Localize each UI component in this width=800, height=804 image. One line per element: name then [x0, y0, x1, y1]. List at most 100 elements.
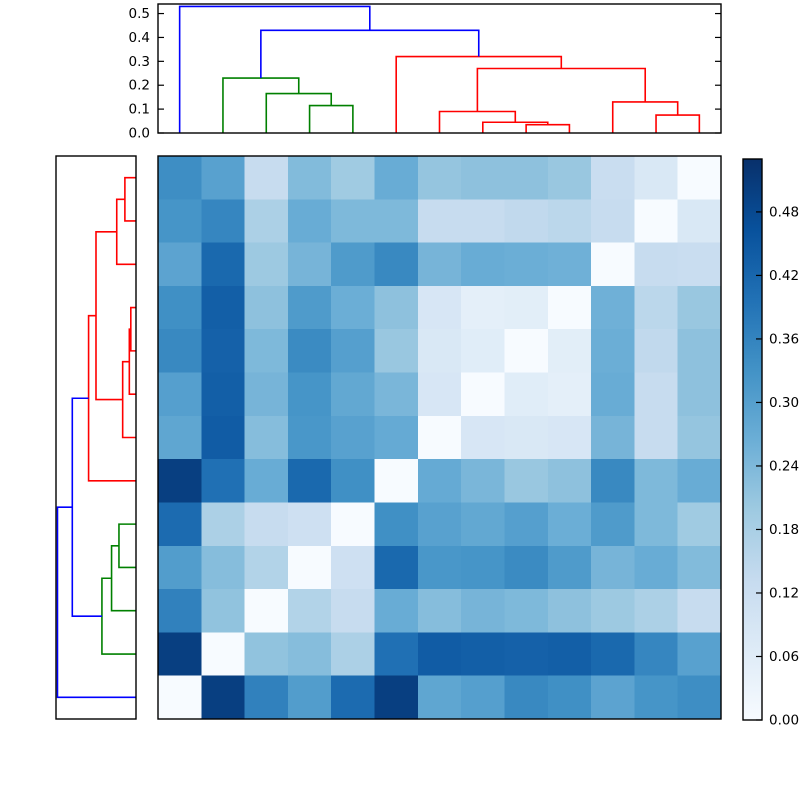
heatmap-cell	[158, 675, 202, 720]
dendrogram-link-red	[124, 176, 136, 222]
heatmap-cell	[244, 632, 289, 677]
heatmap-cell	[201, 415, 246, 460]
heatmap-cell	[201, 242, 246, 287]
heatmap-cell	[504, 156, 549, 200]
top-dendrogram-panel: 0.0 0.1 0.2 0.3 0.4 0.5	[129, 3, 722, 142]
heatmap-cell	[461, 675, 505, 720]
heatmap-cell	[244, 199, 289, 244]
heatmap-cell	[244, 459, 289, 503]
heatmap-cell	[331, 372, 375, 417]
heatmap-cell	[677, 329, 722, 373]
heatmap-cell	[331, 156, 375, 200]
heatmap-cell	[158, 199, 202, 244]
heatmap-cell	[244, 589, 289, 633]
heatmap-cell	[677, 285, 722, 330]
heatmap-cell	[417, 502, 462, 547]
heatmap-cell	[591, 329, 635, 373]
heatmap-cell	[287, 329, 332, 373]
heatmap-cell	[591, 545, 635, 590]
heatmap-cell	[331, 632, 375, 677]
heatmap-cell	[417, 415, 462, 460]
colorbar-tick-label: 0.06	[769, 649, 799, 665]
heatmap-cell	[677, 415, 722, 460]
heatmap-cell	[201, 502, 246, 547]
dendrogram-link-green	[222, 77, 300, 133]
colorbar-tick-label: 0.00	[769, 713, 799, 729]
heatmap-cell	[374, 242, 419, 287]
colorbar-tick-label: 0.42	[769, 268, 799, 284]
heatmap-cell	[331, 459, 375, 503]
heatmap-cell	[504, 199, 549, 244]
heatmap-cell	[504, 372, 549, 417]
heatmap-cell	[374, 675, 419, 720]
dendrogram-link-green	[308, 104, 354, 133]
heatmap-cell	[201, 459, 246, 503]
heatmap-cell	[591, 199, 635, 244]
heatmap-cell	[417, 329, 462, 373]
heatmap-cell	[461, 459, 505, 503]
heatmap-cell	[591, 632, 635, 677]
heatmap-cell	[158, 502, 202, 547]
heatmap-cell	[591, 502, 635, 547]
heatmap-cell	[244, 675, 289, 720]
colorbar-tick-label: 0.24	[769, 458, 799, 474]
heatmap-cell	[417, 156, 462, 200]
heatmap-cell	[417, 372, 462, 417]
heatmap-cell	[158, 545, 202, 590]
heatmap-cell	[677, 632, 722, 677]
heatmap-cell	[287, 372, 332, 417]
heatmap-cell	[287, 545, 332, 590]
heatmap-cell	[287, 156, 332, 200]
heatmap-cell	[504, 329, 549, 373]
heatmap-cell	[634, 415, 679, 460]
heatmap-cell	[504, 415, 549, 460]
heatmap-cell	[547, 242, 592, 287]
heatmap-cell	[244, 156, 289, 200]
heatmap-cell	[287, 502, 332, 547]
heatmap-cell	[634, 285, 679, 330]
heatmap-panel	[157, 155, 722, 720]
heatmap-cell	[547, 545, 592, 590]
heatmap-cell	[201, 329, 246, 373]
dendrogram-link-red	[476, 67, 647, 112]
heatmap-cell	[677, 589, 722, 633]
heatmap-cell	[547, 199, 592, 244]
colorbar-border	[742, 158, 763, 721]
y-axis-tick-label: 0.3	[129, 54, 150, 70]
heatmap-cell	[677, 502, 722, 547]
heatmap-cell	[547, 415, 592, 460]
dendrogram-link-blue	[260, 29, 480, 79]
left-dendrogram-border	[55, 155, 137, 720]
heatmap-cell	[591, 156, 635, 200]
heatmap-cell	[677, 545, 722, 590]
heatmap-cell	[374, 502, 419, 547]
heatmap-cell	[374, 632, 419, 677]
heatmap-cell	[374, 329, 419, 373]
heatmap-cell	[547, 589, 592, 633]
heatmap-cell	[201, 632, 246, 677]
heatmap-cell	[331, 589, 375, 633]
heatmap-cell	[201, 675, 246, 720]
heatmap-cell	[547, 156, 592, 200]
heatmap-cell	[504, 545, 549, 590]
heatmap-cell	[677, 459, 722, 503]
heatmap-cell	[591, 415, 635, 460]
heatmap-cell	[634, 502, 679, 547]
heatmap-cell	[417, 242, 462, 287]
dendrogram-link-red	[525, 123, 571, 133]
heatmap-cell	[158, 242, 202, 287]
heatmap-cell	[244, 502, 289, 547]
heatmap-cell	[244, 372, 289, 417]
heatmap-cell	[504, 285, 549, 330]
heatmap-cell	[244, 242, 289, 287]
heatmap-cell	[634, 545, 679, 590]
heatmap-cell	[461, 502, 505, 547]
dendrogram-link-green	[101, 577, 136, 655]
heatmap-cell	[547, 329, 592, 373]
heatmap-cell	[374, 285, 419, 330]
heatmap-cell	[417, 632, 462, 677]
heatmap-cell	[374, 589, 419, 633]
heatmap-cell	[547, 675, 592, 720]
